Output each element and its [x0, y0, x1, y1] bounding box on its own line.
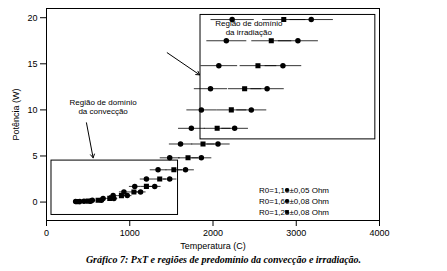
svg-text:0: 0	[44, 228, 49, 238]
svg-text:5: 5	[32, 151, 37, 161]
html-text:Gráfico 7: PxT e regiões de pr: Gráfico 7: PxT e regiões de predomínio d…	[85, 254, 362, 265]
svg-text:Potência (W): Potência (W)	[11, 88, 21, 140]
svg-text:10: 10	[27, 105, 37, 115]
svg-text:Região de domínioda irradiação: Região de domínioda irradiação	[215, 19, 283, 37]
svg-text:20: 20	[27, 13, 37, 23]
svg-text:1000: 1000	[120, 228, 140, 238]
svg-text:R0=1,25±0,08 Ohm: R0=1,25±0,08 Ohm	[259, 208, 329, 217]
svg-text:2000: 2000	[203, 228, 223, 238]
svg-text:4000: 4000	[369, 228, 389, 238]
svg-text:R0=1,10±0,05 Ohm: R0=1,10±0,05 Ohm	[259, 186, 329, 195]
svg-text:15: 15	[27, 59, 37, 69]
svg-text:0: 0	[32, 197, 37, 207]
svg-text:R0=1,60±0,08 Ohm: R0=1,60±0,08 Ohm	[259, 197, 329, 206]
svg-text:3000: 3000	[286, 228, 306, 238]
svg-text:Temperatura (C): Temperatura (C)	[180, 241, 246, 251]
svg-text:Região de domínioda convecção: Região de domínioda convecção	[70, 98, 138, 116]
